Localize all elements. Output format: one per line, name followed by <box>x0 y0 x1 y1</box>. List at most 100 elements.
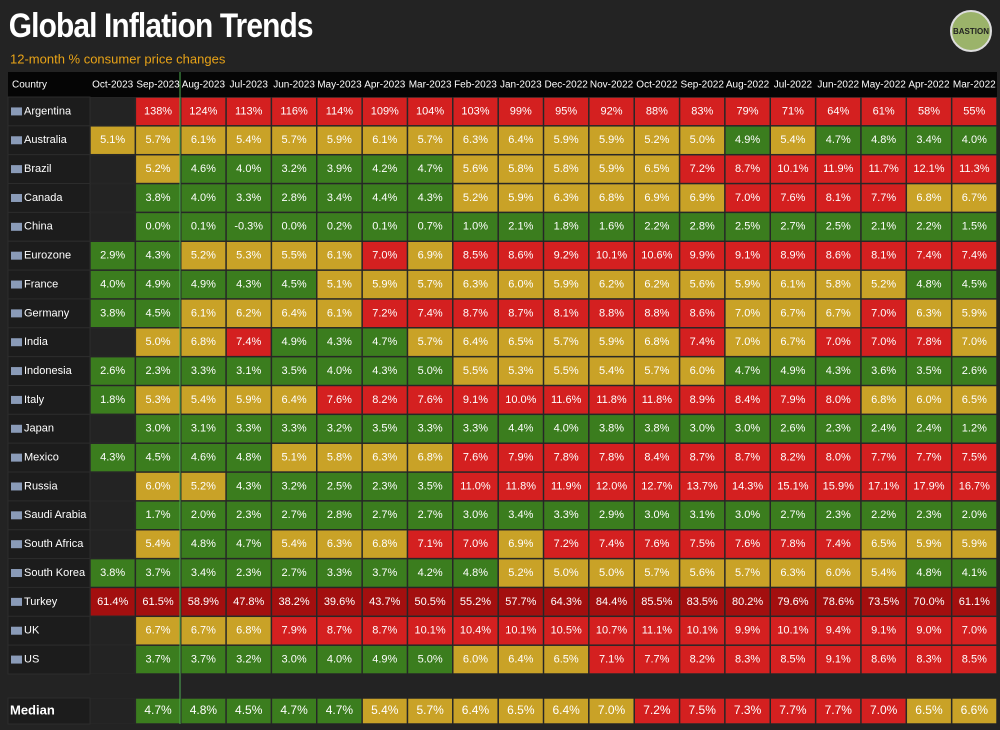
cell <box>815 472 861 501</box>
cell <box>634 587 680 617</box>
cell-value: 70.0% <box>913 596 944 608</box>
cell-value: 6.1% <box>372 134 397 146</box>
cell-value: 58% <box>918 105 940 117</box>
cell-value: 6.1% <box>191 307 216 319</box>
cell-value: 5.0% <box>599 567 624 579</box>
cell <box>407 443 453 472</box>
cell <box>180 616 226 645</box>
column-header: Country <box>12 80 47 91</box>
cell <box>180 587 226 617</box>
cell <box>815 270 861 299</box>
cell-value: 6.8% <box>236 625 261 637</box>
cell <box>951 212 997 241</box>
cell <box>271 501 317 530</box>
cell <box>589 645 634 674</box>
cell-value: 2.2% <box>916 221 941 233</box>
cell-value: 6.3% <box>327 538 352 550</box>
cell <box>180 270 226 299</box>
cell-value: 39.6% <box>324 596 355 608</box>
cell-value: 3.1% <box>690 509 715 521</box>
cell <box>861 530 907 559</box>
cell <box>543 558 589 588</box>
cell-value: 7.6% <box>780 192 805 204</box>
cell <box>770 414 816 443</box>
cell-value: 4.7% <box>236 538 261 550</box>
cell <box>815 414 861 443</box>
cell-value: 6.3% <box>554 192 579 204</box>
cell <box>589 183 634 213</box>
cell-value: 11.3% <box>959 163 990 175</box>
cell <box>770 212 816 241</box>
cell <box>679 530 725 559</box>
cell <box>634 530 680 559</box>
cell <box>679 414 725 443</box>
cell-value: 0.1% <box>372 221 397 233</box>
cell <box>90 126 136 155</box>
cell <box>271 183 317 213</box>
cell-value: 8.0% <box>826 452 851 464</box>
cell <box>362 385 408 415</box>
cell <box>679 385 725 415</box>
cell <box>271 270 317 299</box>
row-label: Canada <box>24 192 63 204</box>
cell-value: 4.7% <box>735 365 760 377</box>
cell-value: 11.1% <box>642 625 673 637</box>
column-header: Oct-2023 <box>92 80 134 91</box>
cell <box>679 616 725 645</box>
cell-value: 1.8% <box>100 394 125 406</box>
cell-value: 3.3% <box>236 192 261 204</box>
cell <box>180 212 226 241</box>
cell <box>815 501 861 530</box>
cell-value: 6.7% <box>962 192 987 204</box>
cell-value: 7.6% <box>418 394 443 406</box>
cell <box>543 616 589 645</box>
column-header: Apr-2022 <box>908 80 950 91</box>
column-header: Jun-2023 <box>273 80 315 91</box>
cell-value: 5.7% <box>282 134 307 146</box>
cell <box>861 270 907 299</box>
cell <box>271 356 317 386</box>
cell-value: 3.0% <box>644 509 669 521</box>
cell-value: 3.5% <box>418 480 443 492</box>
cell <box>271 154 317 184</box>
cell <box>407 616 453 645</box>
cell-value: 1.5% <box>962 221 987 233</box>
cell <box>679 212 725 241</box>
cell <box>226 530 272 559</box>
cell <box>135 356 181 386</box>
row-label: US <box>24 653 39 665</box>
cell <box>271 472 317 501</box>
cell-value: 6.6% <box>961 703 989 717</box>
row-label-bg <box>7 697 91 725</box>
cell-value: 5.2% <box>508 567 533 579</box>
cell <box>951 472 997 501</box>
cell <box>135 698 181 724</box>
flag <box>11 395 22 404</box>
flag <box>11 540 22 549</box>
cell-value: 2.7% <box>780 221 805 233</box>
cell <box>543 154 589 184</box>
cell <box>634 183 680 213</box>
cell-value: 7.0% <box>463 538 488 550</box>
flag <box>11 597 22 606</box>
cell-value: 5.5% <box>463 365 488 377</box>
cell <box>815 212 861 241</box>
cell <box>498 414 544 443</box>
cell <box>362 587 408 617</box>
cell-value: 6.3% <box>916 307 941 319</box>
cell-value: 104% <box>416 105 444 117</box>
cell-value: 78.6% <box>823 596 854 608</box>
cell <box>453 356 498 386</box>
cell-value: 5.0% <box>554 567 579 579</box>
cell-value: 6.4% <box>508 653 533 665</box>
cell-value: 6.7% <box>780 336 805 348</box>
cell <box>634 414 680 443</box>
cell-value: 2.4% <box>871 423 896 435</box>
cell-value: 5.3% <box>508 365 533 377</box>
cell <box>725 356 771 386</box>
cell <box>317 356 362 386</box>
cell-value: 8.8% <box>599 307 624 319</box>
row-label: France <box>24 278 58 290</box>
row-label: Indonesia <box>24 365 73 377</box>
cell <box>543 698 589 724</box>
